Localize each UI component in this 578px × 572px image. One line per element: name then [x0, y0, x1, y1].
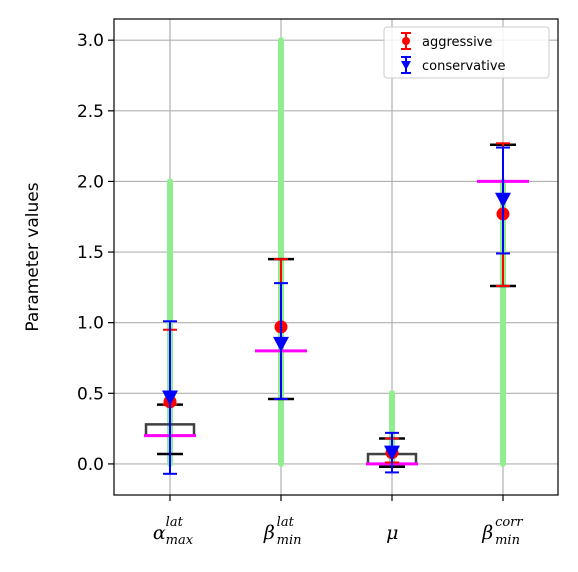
y-tick-label: 0.0: [77, 455, 104, 475]
y-tick-label: 1.0: [77, 314, 104, 334]
marker: [495, 192, 511, 208]
y-tick-label: 2.0: [77, 172, 104, 192]
x-tick-label-subscript: min: [495, 533, 520, 548]
legend-frame: [383, 26, 550, 79]
data-point-conservative: [495, 146, 511, 255]
legend: aggressive conservative: [383, 26, 550, 79]
x-tick-label: β corr min: [481, 515, 523, 548]
data-series: [162, 142, 511, 475]
x-tick-label: α lat max: [153, 515, 194, 548]
x-tick-label-symbol: β: [263, 522, 275, 544]
x-tick-label-subscript: max: [166, 533, 194, 548]
y-tick-label: 1.5: [77, 243, 104, 263]
x-tick-label-superscript: corr: [495, 515, 523, 530]
data-point-conservative: [384, 431, 400, 474]
y-tick-label: 2.5: [77, 102, 104, 122]
x-tick-label-superscript: lat: [277, 515, 295, 530]
x-tick-label-superscript: lat: [166, 515, 184, 530]
x-tick-label-symbol: μ: [386, 522, 398, 544]
legend-item-aggressive: aggressive: [401, 32, 492, 50]
marker: [273, 336, 289, 352]
legend-marker: [402, 37, 410, 45]
legend-label: conservative: [422, 59, 506, 74]
y-tick-label: 0.5: [77, 384, 104, 404]
data-point-conservative: [273, 282, 289, 400]
y-axis-ticks: 0.0 0.5 1.0 1.5 2.0 2.5 3.0: [77, 31, 114, 475]
legend-marker: [401, 61, 411, 70]
y-tick-label: 3.0: [77, 31, 104, 51]
x-tick-label-subscript: min: [277, 533, 302, 548]
y-axis-label: Parameter values: [23, 182, 43, 331]
plot-frame: [113, 18, 559, 496]
legend-item-conservative: conservative: [401, 56, 506, 74]
x-tick-label-symbol: β: [481, 522, 493, 544]
legend-label: aggressive: [422, 35, 492, 50]
x-tick-label: μ: [386, 522, 398, 544]
data-point-conservative: [162, 320, 178, 475]
x-tick-label: β lat min: [263, 515, 302, 548]
marker: [384, 445, 400, 461]
marker: [162, 390, 178, 406]
x-tick-label-symbol: α: [153, 522, 166, 544]
